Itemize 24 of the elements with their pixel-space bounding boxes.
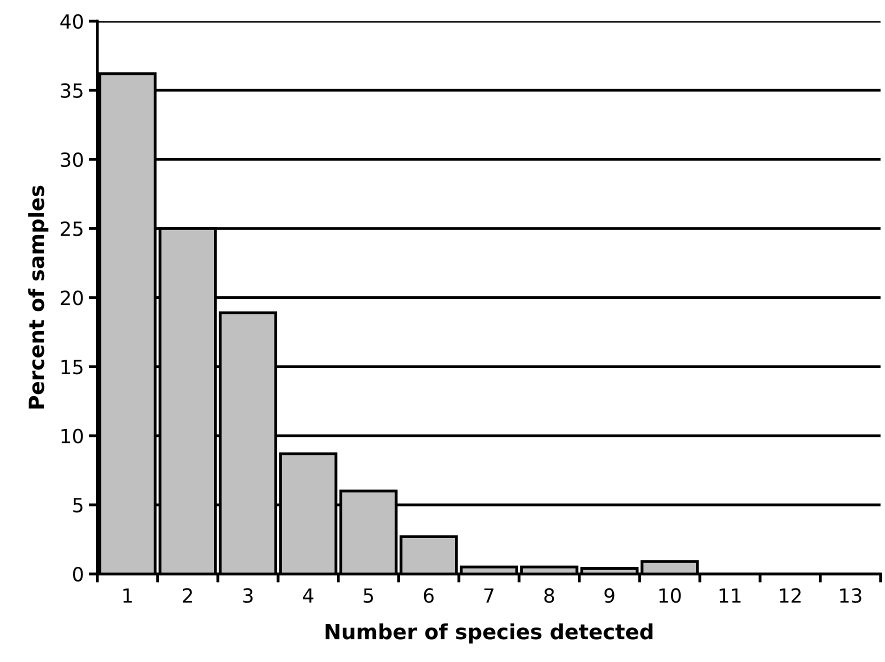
x-tick-label: 7	[484, 588, 494, 603]
x-tick-label: 2	[182, 588, 192, 603]
x-tick-label: 12	[780, 588, 801, 603]
y-tick-label: 25	[60, 221, 82, 236]
x-axis-title: Number of species detected	[326, 623, 652, 644]
y-tick-label: 20	[60, 290, 83, 306]
y-tick-label: 5	[73, 498, 82, 513]
x-tick-label: 11	[720, 588, 741, 603]
x-tick-label: 5	[364, 588, 373, 603]
x-tick-label: 9	[604, 588, 614, 603]
y-tick-label: 0	[73, 566, 83, 582]
x-tick-label: 8	[544, 588, 554, 603]
y-tick-label: 35	[60, 83, 82, 98]
y-tick-label: 10	[62, 428, 83, 444]
x-tick-label: 13	[840, 588, 862, 603]
y-tick-label: 40	[60, 14, 83, 29]
x-tick-label: 6	[424, 588, 434, 603]
x-tick-label: 1	[123, 588, 132, 603]
y-axis-title: Percent of samples	[28, 186, 48, 408]
x-tick-label: 10	[659, 588, 681, 603]
y-tick-label: 30	[60, 152, 83, 168]
x-tick-label: 4	[302, 588, 314, 603]
y-tick-label: 15	[62, 360, 82, 374]
x-tick-label: 3	[243, 588, 253, 603]
